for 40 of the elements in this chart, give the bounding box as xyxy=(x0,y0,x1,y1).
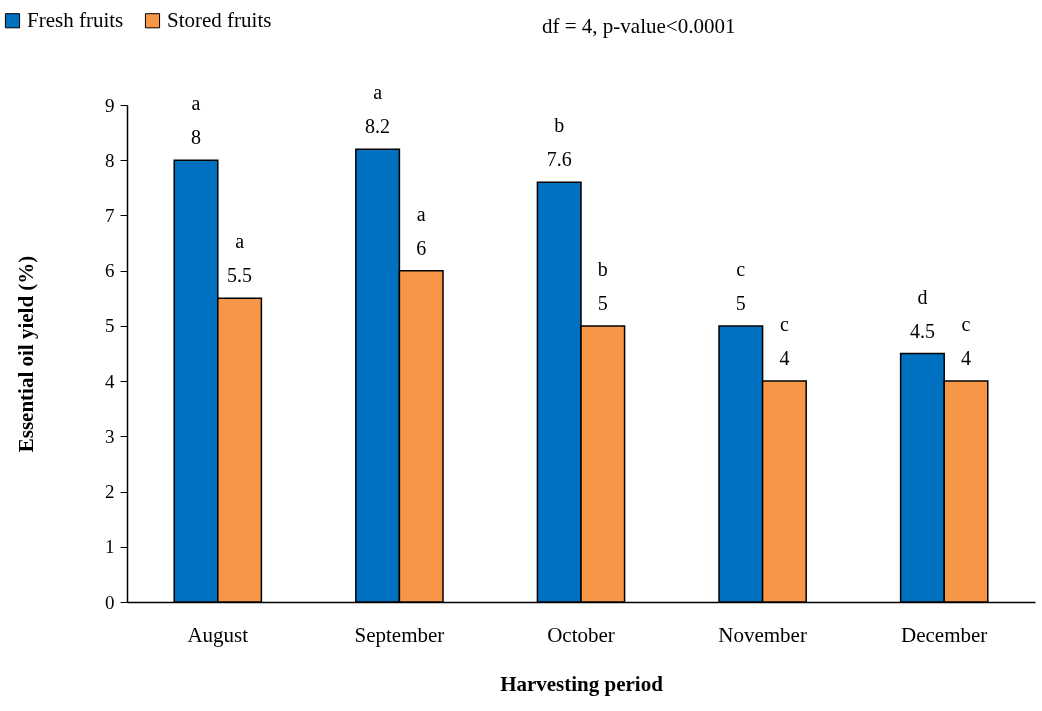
legend-label: Stored fruits xyxy=(167,7,272,32)
data-label: 5 xyxy=(735,291,746,314)
data-label: 4 xyxy=(960,347,971,370)
y-axis-title: Essential oil yield (%) xyxy=(14,255,38,453)
annotation: a xyxy=(373,81,383,104)
data-label: 4.5 xyxy=(909,319,935,342)
y-tick-label: 6 xyxy=(105,260,115,282)
x-tick-label: October xyxy=(547,622,615,647)
text: df = 4, p-value<0.0001 xyxy=(542,14,736,38)
data-label: 5.5 xyxy=(227,264,253,287)
y-tick-label: 5 xyxy=(105,315,115,337)
annotation: c xyxy=(779,313,789,336)
y-tick-label: 9 xyxy=(105,94,115,116)
y-tick-label: 7 xyxy=(105,204,115,226)
y-tick-label: 2 xyxy=(105,481,115,503)
data-label: 5 xyxy=(597,291,608,314)
annotation: a xyxy=(191,92,201,115)
annotation: b xyxy=(554,114,565,137)
annotation: d xyxy=(917,285,928,308)
annotation: c xyxy=(961,313,971,336)
data-label: 4 xyxy=(779,347,790,370)
x-tick-label: August xyxy=(187,622,249,647)
x-tick-label: September xyxy=(354,622,445,647)
annotation: a xyxy=(235,230,245,253)
annotation: c xyxy=(736,257,746,280)
x-axis-title: Harvesting period xyxy=(500,671,664,696)
y-tick-label: 4 xyxy=(105,370,115,392)
data-label: 6 xyxy=(416,236,427,259)
annotation: b xyxy=(597,257,608,280)
y-tick-label: 0 xyxy=(105,591,115,613)
annotation: a xyxy=(416,202,426,225)
data-label: 7.6 xyxy=(546,148,572,171)
y-tick-label: 8 xyxy=(105,149,115,171)
legend-label: Fresh fruits xyxy=(27,7,124,32)
y-tick-label: 1 xyxy=(105,536,115,558)
data-label: 8 xyxy=(191,126,202,149)
x-tick-label: December xyxy=(901,622,988,647)
x-tick-label: November xyxy=(718,622,807,647)
data-label: 8.2 xyxy=(365,115,391,138)
y-tick-label: 3 xyxy=(105,425,115,447)
